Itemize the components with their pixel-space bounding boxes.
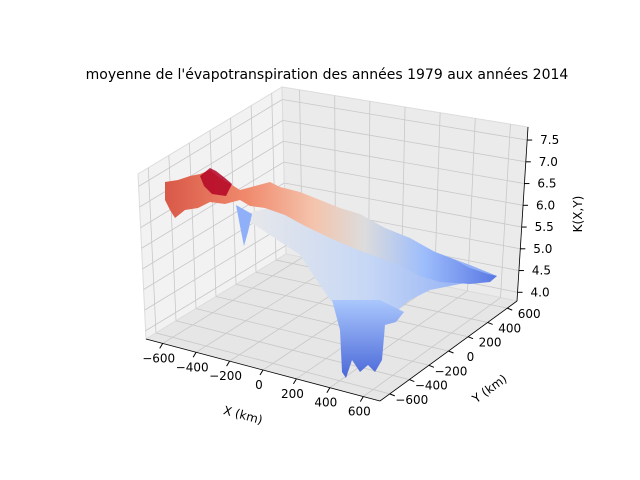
x-tick-mark (226, 360, 231, 367)
x-tick-label: −600 (142, 351, 175, 365)
surface-dip-left (236, 205, 252, 246)
z-tick-label: 5.5 (535, 220, 554, 234)
z-gridline (282, 120, 526, 163)
y-tick-mark (389, 393, 395, 397)
y-gridline (175, 320, 410, 380)
z-gridline (283, 140, 525, 184)
y-tick-mark (487, 321, 493, 325)
y-gridline-left (209, 130, 217, 297)
x-gridline-back (500, 124, 511, 298)
y-tick-mark (467, 336, 474, 340)
x-tick-label: 200 (281, 387, 304, 401)
z-gridline (282, 99, 528, 141)
y-tick-mark (507, 307, 513, 311)
x-tick-mark (159, 343, 164, 349)
y-tick-label: 200 (479, 336, 502, 350)
x-tick-labels: −600−400−200 0 200 400 600 (142, 343, 371, 419)
y-tick-mark (448, 350, 454, 354)
z-tick-label: 7.5 (540, 133, 559, 147)
z-gridline (283, 161, 524, 206)
y-tick-label: −400 (415, 379, 448, 393)
surface-main-ridge (165, 170, 497, 284)
z-gridline-left (138, 99, 283, 187)
z-gridline (284, 182, 522, 228)
z-tick-labels: 4.0 4.5 5.0 5.5 6.0 6.5 7.0 7.5 (517, 133, 559, 299)
y-tick-label: 0 (467, 350, 475, 364)
chart-title: moyenne de l'évapotranspiration des anné… (86, 67, 569, 83)
x-tick-label: −200 (209, 369, 242, 383)
z-tick-label: 4.0 (531, 285, 550, 299)
x-tick-mark (192, 352, 197, 358)
z-tick-label: 7.0 (539, 155, 558, 169)
x-tick-label: 400 (314, 396, 337, 410)
surface-peak (200, 168, 232, 196)
x-tick-label: 600 (348, 405, 371, 419)
x-tick-label: −400 (176, 360, 209, 374)
y-tick-label: 600 (518, 307, 541, 321)
z-gridline-left (141, 161, 285, 249)
y-gridline (195, 308, 430, 366)
surface-plot (165, 168, 497, 378)
x-tick-mark (326, 387, 331, 393)
z-tick-label: 6.0 (536, 198, 555, 212)
z-axis-label: K(X,Y) (571, 196, 585, 233)
z-gridline-left (144, 224, 286, 311)
y-tick-label: 400 (498, 321, 521, 335)
y-tick-mark (409, 379, 415, 383)
z-tick-label: 6.5 (537, 177, 556, 191)
y-gridline (215, 296, 449, 352)
z-tick-label: 5.0 (533, 242, 552, 256)
x-tick-label: 0 (255, 378, 263, 392)
y-tick-label: −200 (434, 364, 467, 378)
x-gridline-back (467, 118, 476, 291)
z-gridline-left (145, 245, 287, 332)
surface-front-slope (240, 200, 497, 318)
z-gridline-left (139, 120, 284, 208)
y-gridline (155, 332, 390, 395)
z-tick-label: 4.5 (532, 264, 551, 278)
y-tick-mark (428, 364, 435, 368)
y-tick-label: −600 (395, 393, 428, 407)
x-tick-mark (259, 369, 264, 376)
surface-pit (332, 300, 404, 378)
y-gridline-left (147, 167, 157, 333)
z-axis-line (516, 126, 529, 302)
y-gridline-left (189, 142, 197, 309)
x-tick-mark (292, 378, 297, 385)
x-tick-mark (359, 396, 364, 402)
